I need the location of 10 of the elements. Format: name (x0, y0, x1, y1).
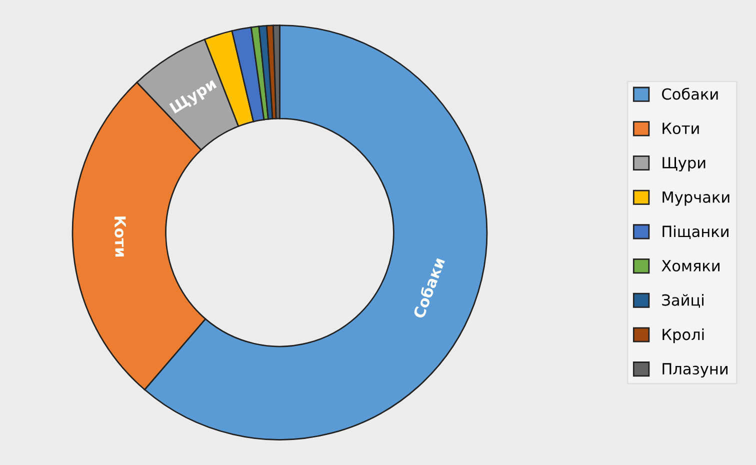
legend-label: Зайці (662, 294, 704, 308)
slice-label: Коти (114, 216, 127, 257)
legend-label: Хомяки (662, 260, 720, 272)
legend-label: Плазуни (662, 363, 728, 378)
legend-label: Собаки (662, 88, 718, 100)
legend-label: Кролі (662, 328, 704, 344)
legend-label: Мурчаки (662, 191, 730, 206)
legend-label: Піщанки (662, 225, 728, 240)
legend-label: Щури (662, 157, 706, 172)
legend-label: Коти (662, 122, 699, 134)
